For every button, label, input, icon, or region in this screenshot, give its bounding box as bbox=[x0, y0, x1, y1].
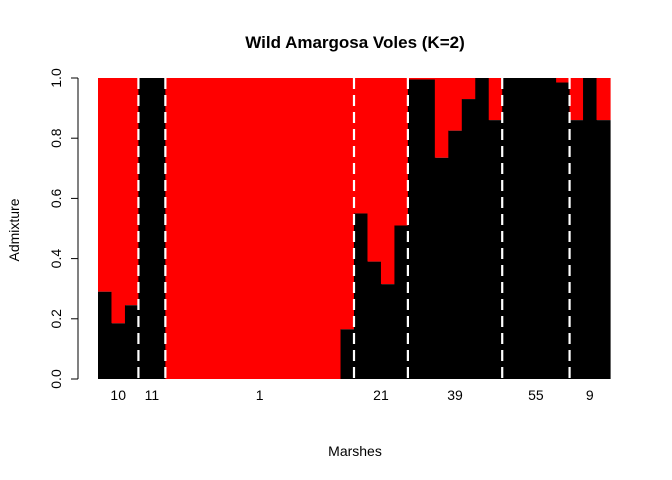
bar-cluster2-g2-13 bbox=[340, 78, 355, 330]
bar-cluster1-g0-0 bbox=[98, 291, 113, 379]
y-tick-label: 0.4 bbox=[48, 249, 64, 269]
bar-cluster2-g2-4 bbox=[219, 78, 234, 379]
bar-cluster2-g2-2 bbox=[192, 78, 207, 379]
x-tick-label: 10 bbox=[110, 387, 126, 403]
bar-cluster2-g5-4 bbox=[556, 78, 571, 83]
bar-cluster2-g4-2 bbox=[434, 78, 449, 158]
bar-cluster2-g2-10 bbox=[300, 78, 315, 379]
bar-cluster2-g6-2 bbox=[596, 78, 611, 121]
bar-cluster1-g5-1 bbox=[515, 78, 530, 379]
bar-cluster2-g3-3 bbox=[394, 78, 409, 226]
x-tick-label: 11 bbox=[145, 387, 160, 403]
bar-cluster2-g3-1 bbox=[367, 78, 382, 262]
bar-cluster2-g4-1 bbox=[421, 78, 436, 80]
bar-cluster2-g4-3 bbox=[448, 78, 463, 131]
bar-cluster1-g5-4 bbox=[556, 82, 571, 379]
bar-cluster2-g6-0 bbox=[569, 78, 584, 121]
bar-cluster1-g1-1 bbox=[151, 78, 166, 379]
bar-cluster2-g0-2 bbox=[124, 78, 140, 306]
y-axis-label: Admixture bbox=[6, 198, 22, 261]
bar-cluster2-g0-0 bbox=[98, 78, 113, 292]
bar-cluster2-g4-0 bbox=[407, 78, 422, 80]
x-axis-label: Marshes bbox=[328, 443, 382, 459]
bar-cluster1-g5-3 bbox=[542, 78, 557, 379]
x-tick-label: 1 bbox=[256, 387, 264, 403]
bar-cluster1-g3-2 bbox=[380, 284, 396, 379]
bar-cluster1-g4-1 bbox=[421, 79, 436, 379]
x-tick-label: 55 bbox=[528, 387, 544, 403]
bar-cluster1-g2-13 bbox=[340, 329, 355, 379]
x-tick-label: 21 bbox=[373, 387, 389, 403]
bar-cluster1-g4-3 bbox=[448, 130, 463, 379]
bar-cluster2-g2-8 bbox=[273, 78, 288, 379]
bar-cluster2-g0-1 bbox=[111, 78, 126, 324]
bar-cluster2-g2-6 bbox=[246, 78, 261, 379]
bar-cluster1-g0-1 bbox=[111, 323, 126, 379]
y-tick-label: 0.2 bbox=[48, 309, 64, 329]
bar-cluster1-g4-6 bbox=[488, 120, 503, 379]
bar-cluster2-g4-4 bbox=[461, 78, 476, 100]
bar-cluster2-g3-2 bbox=[380, 78, 396, 285]
bar-cluster2-g2-1 bbox=[178, 78, 193, 379]
bar-cluster2-g4-6 bbox=[488, 78, 503, 121]
bar-cluster2-g2-7 bbox=[259, 78, 274, 379]
bar-cluster2-g2-11 bbox=[313, 78, 328, 379]
bar-cluster1-g4-0 bbox=[407, 79, 422, 379]
y-tick-label: 0.8 bbox=[48, 128, 64, 148]
x-tick-label: 9 bbox=[586, 387, 594, 403]
bar-cluster2-g2-5 bbox=[232, 78, 247, 379]
bar-cluster1-g3-0 bbox=[354, 213, 369, 379]
bar-cluster2-g2-0 bbox=[165, 78, 180, 379]
bar-cluster1-g6-0 bbox=[569, 120, 584, 379]
bar-cluster1-g4-2 bbox=[434, 157, 449, 379]
bar-cluster2-g2-9 bbox=[286, 78, 301, 379]
bar-cluster1-g3-1 bbox=[367, 261, 382, 379]
bar-cluster2-g2-12 bbox=[327, 78, 342, 379]
bar-cluster1-g0-2 bbox=[124, 305, 140, 379]
y-tick-label: 0.6 bbox=[48, 188, 64, 208]
bar-cluster1-g5-2 bbox=[529, 78, 544, 379]
x-axis-labels: 10 11 1 21 39 55 9 bbox=[110, 387, 593, 403]
bar-cluster1-g5-0 bbox=[502, 78, 517, 379]
bar-cluster1-g4-5 bbox=[475, 78, 490, 379]
y-axis: 0.0 0.2 0.4 0.6 0.8 1.0 bbox=[48, 68, 79, 389]
bar-cluster2-g2-3 bbox=[205, 78, 220, 379]
y-tick-label: 0.0 bbox=[48, 369, 64, 389]
bar-cluster2-g3-0 bbox=[354, 78, 369, 214]
bar-cluster1-g1-0 bbox=[138, 78, 153, 379]
bar-cluster1-g3-3 bbox=[394, 225, 409, 379]
bar-cluster1-g6-1 bbox=[583, 78, 598, 379]
chart-title: Wild Amargosa Voles (K=2) bbox=[245, 33, 464, 52]
bar-cluster1-g6-2 bbox=[596, 120, 611, 379]
bars-layer bbox=[98, 78, 611, 379]
x-tick-label: 39 bbox=[447, 387, 463, 403]
y-tick-label: 1.0 bbox=[48, 68, 64, 88]
bar-cluster1-g4-4 bbox=[461, 99, 476, 379]
